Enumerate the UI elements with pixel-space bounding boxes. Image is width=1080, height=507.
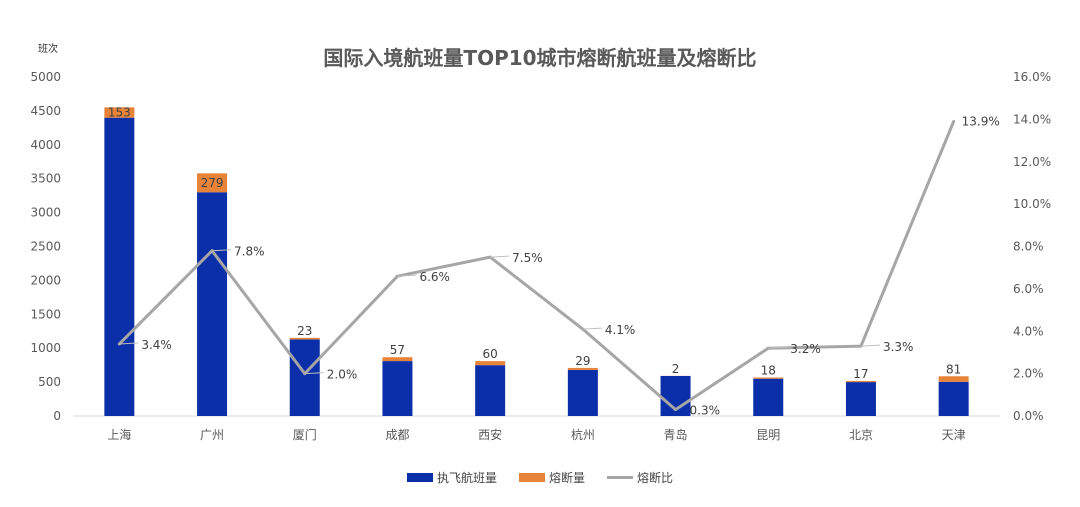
x-tick-label: 青岛 [664, 427, 688, 442]
ratio-data-label: 3.4% [141, 338, 172, 352]
bar-flights [938, 381, 969, 416]
bar-flights [382, 361, 413, 416]
ratio-line [118, 120, 956, 412]
y-tick-label: 2000 [30, 273, 61, 287]
y2-tick-label: 0.0% [1013, 409, 1044, 423]
legend-item-ratio: 熔断比 [607, 469, 673, 486]
x-tick-label: 杭州 [571, 427, 595, 442]
y-tick-label: 3000 [30, 206, 61, 220]
ratio-leader-line [490, 255, 510, 258]
y2-tick-label: 2.0% [1013, 367, 1044, 381]
y-tick-label: 3500 [30, 172, 61, 186]
bar-circuit-break [289, 337, 320, 340]
ratio-data-label: 7.5% [512, 251, 543, 265]
ratio-point [952, 119, 956, 123]
ratio-data-label: 7.8% [234, 245, 264, 259]
x-tick-label: 厦门 [293, 427, 317, 442]
ratio-leader-line [304, 372, 324, 375]
legend-label-circuit-break: 熔断量 [548, 471, 585, 485]
bar-data-label: 60 [483, 347, 498, 361]
y-tick-label: 5000 [30, 70, 61, 84]
ratio-point [674, 408, 678, 412]
bar-data-label: 279 [201, 176, 224, 190]
y-tick-label: 2500 [30, 240, 61, 254]
bar-circuit-break [845, 380, 876, 383]
legend-label-ratio: 熔断比 [637, 471, 674, 485]
x-tick-label: 昆明 [756, 428, 780, 442]
ratio-leader-line [582, 327, 602, 330]
ratio-data-label: 6.6% [419, 270, 450, 284]
ratio-leader-line [119, 342, 139, 345]
ratio-data-label: 2.0% [327, 368, 358, 382]
y-tick-label: 4000 [30, 138, 61, 152]
y-axis-unit: 班次 [38, 44, 58, 55]
x-tick-label: 北京 [849, 428, 873, 442]
bar-circuit-break [382, 357, 413, 362]
chart-title: 国际入境航班量TOP10城市熔断航班量及熔断比 [323, 46, 757, 70]
ratio-leader-line [397, 274, 417, 277]
bar-circuit-break [475, 361, 506, 366]
bar-flights [845, 382, 876, 416]
bar-circuit-break [938, 376, 969, 382]
bar-data-label: 153 [108, 105, 131, 119]
legend-swatch-circuit-break [518, 473, 545, 482]
ratio-leader-line [212, 249, 232, 252]
bar-flights [753, 378, 784, 416]
bar-flights [289, 339, 320, 416]
y2-tick-label: 4.0% [1013, 324, 1044, 338]
bar-flights [197, 192, 228, 416]
bar-data-label: 57 [390, 343, 405, 357]
bar-circuit-break [104, 107, 135, 118]
ratio-data-label: 3.2% [790, 342, 821, 356]
bar-flights [567, 369, 598, 416]
bar-data-label: 17 [853, 367, 868, 381]
x-tick-label: 上海 [107, 427, 131, 442]
bar-flights [475, 365, 506, 416]
x-tick-label: 广州 [200, 428, 224, 442]
y2-tick-label: 12.0% [1013, 155, 1051, 169]
bar-circuit-break [567, 367, 598, 370]
legend-swatch-flights [406, 473, 433, 482]
y2-tick-label: 16.0% [1013, 70, 1051, 84]
bar-circuit-break [197, 173, 228, 193]
y-tick-label: 500 [38, 375, 61, 389]
bar-data-label: 81 [946, 362, 961, 376]
y-tick-label: 1500 [30, 307, 61, 321]
x-tick-label: 西安 [478, 427, 502, 442]
ratio-data-label: 0.3% [690, 404, 721, 418]
x-tick-label: 天津 [942, 428, 966, 442]
bar-data-label: 2 [672, 362, 680, 376]
ratio-leader-line [860, 344, 880, 347]
ratio-data-label: 3.3% [883, 340, 914, 354]
y2-tick-label: 8.0% [1013, 240, 1044, 254]
x-tick-label: 成都 [385, 428, 409, 442]
legend: 执飞航班量 熔断量 熔断比 [0, 469, 1080, 486]
y-tick-label: 4500 [30, 104, 61, 118]
legend-label-flights: 执飞航班量 [436, 471, 497, 485]
y2-tick-label: 10.0% [1013, 197, 1051, 211]
y2-tick-label: 6.0% [1013, 282, 1044, 296]
y-tick-label: 1000 [30, 341, 61, 355]
legend-item-circuit-break: 熔断量 [518, 469, 585, 486]
bar-data-label: 23 [297, 324, 312, 338]
legend-item-flights: 执飞航班量 [406, 469, 497, 486]
bar-data-label: 29 [575, 354, 590, 368]
y2-tick-label: 14.0% [1013, 112, 1051, 126]
y-tick-label: 0 [53, 409, 61, 423]
bar-data-label: 18 [761, 363, 776, 377]
legend-swatch-ratio [607, 476, 633, 479]
ratio-leader-line [768, 346, 788, 349]
ratio-data-label: 4.1% [605, 323, 636, 337]
bar-circuit-break [753, 377, 784, 379]
ratio-data-label: 13.9% [962, 114, 1000, 128]
bar-flights [104, 117, 135, 417]
